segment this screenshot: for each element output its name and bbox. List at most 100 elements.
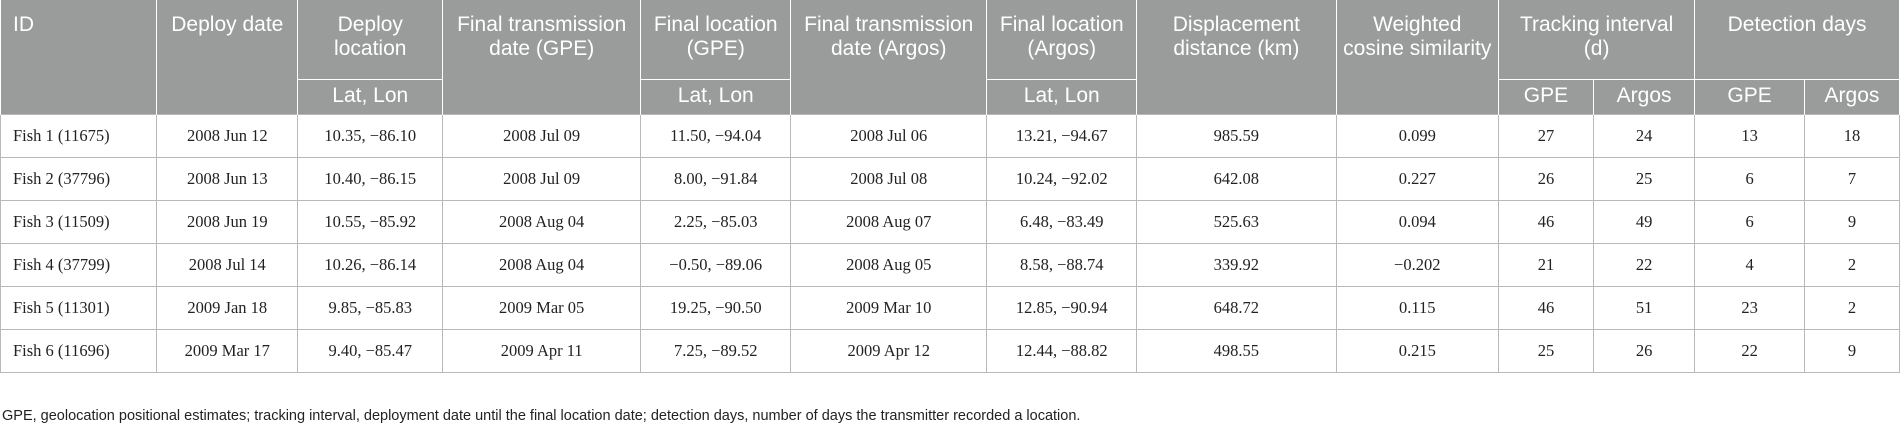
- header-displacement-distance: Displacement distance (km): [1136, 0, 1337, 115]
- table-cell: 23: [1694, 286, 1805, 330]
- subheader-argos-latlon: Lat, Lon: [986, 79, 1138, 115]
- table-cell: 26: [1592, 329, 1696, 373]
- table-body: Fish 1 (11675) 2008 Jun 12 10.35, −86.10 20…: [0, 114, 1900, 373]
- table-cell: 49: [1592, 200, 1696, 244]
- table-cell: 6.48, −83.49: [986, 200, 1138, 244]
- table-cell: 2008 Jul 06: [790, 114, 988, 158]
- table-cell: 0.094: [1335, 200, 1500, 244]
- table-cell: Fish 3 (11509): [0, 200, 158, 244]
- table-row: Fish 1 (11675) 2008 Jun 12 10.35, −86.10 20…: [0, 114, 1900, 158]
- table-cell: 4: [1694, 243, 1805, 287]
- table-row: Fish 6 (11696) 2009 Mar 17 9.40, −85.47 200…: [0, 329, 1900, 373]
- table-cell: 985.59: [1136, 114, 1337, 158]
- table-cell: 2008 Jun 12: [156, 114, 299, 158]
- table-cell: 13.21, −94.67: [986, 114, 1138, 158]
- table-cell: 2008 Jul 09: [442, 114, 642, 158]
- table-cell: 2009 Jan 18: [156, 286, 299, 330]
- table-cell: 2008 Jul 09: [442, 157, 642, 201]
- data-table: ID Deploy date Deploy location Final tra…: [0, 0, 1900, 373]
- table-cell: 46: [1498, 200, 1594, 244]
- table-cell: 339.92: [1136, 243, 1337, 287]
- table-cell: 25: [1498, 329, 1594, 373]
- table-cell: 2008 Jul 08: [790, 157, 988, 201]
- header-final-location-gpe: Final location (GPE): [640, 0, 792, 80]
- table-cell: 0.215: [1335, 329, 1500, 373]
- table-cell: 12.85, −90.94: [986, 286, 1138, 330]
- table-row: Fish 3 (11509) 2008 Jun 19 10.55, −85.92 20…: [0, 200, 1900, 244]
- table-cell: 9: [1803, 200, 1900, 244]
- header-final-transmission-gpe: Final transmission date (GPE): [442, 0, 642, 115]
- header-deploy-date: Deploy date: [156, 0, 299, 115]
- table-cell: 51: [1592, 286, 1696, 330]
- header-tracking-interval: Tracking interval (d): [1497, 0, 1696, 80]
- table-footnote: GPE, geolocation positional estimates; t…: [2, 408, 1081, 424]
- table-row: Fish 5 (11301) 2009 Jan 18 9.85, −85.83 200…: [0, 286, 1900, 330]
- subheader-detection-argos: Argos: [1803, 79, 1900, 115]
- subheader-tracking-argos: Argos: [1592, 79, 1696, 115]
- table-cell: 2008 Jul 14: [156, 243, 299, 287]
- table-cell: 8.58, −88.74: [986, 243, 1138, 287]
- table-cell: Fish 5 (11301): [0, 286, 158, 330]
- table-cell: 0.115: [1335, 286, 1500, 330]
- table-cell: −0.202: [1335, 243, 1500, 287]
- table-cell: 25: [1592, 157, 1696, 201]
- table-cell: 0.227: [1335, 157, 1500, 201]
- subheader-deploy-latlon: Lat, Lon: [297, 79, 444, 115]
- table-cell: 7.25, −89.52: [640, 329, 792, 373]
- table-cell: 9.40, −85.47: [297, 329, 444, 373]
- table-cell: 10.55, −85.92: [297, 200, 444, 244]
- table-cell: 10.40, −86.15: [297, 157, 444, 201]
- table-cell: 22: [1592, 243, 1696, 287]
- table-row: Fish 4 (37799) 2008 Jul 14 10.26, −86.14 20…: [0, 243, 1900, 287]
- table-row: Fish 2 (37796) 2008 Jun 13 10.40, −86.15 20…: [0, 157, 1900, 201]
- table-cell: 2.25, −85.03: [640, 200, 792, 244]
- table-cell: 2009 Apr 12: [790, 329, 988, 373]
- table-cell: 2008 Jun 13: [156, 157, 299, 201]
- table-cell: 13: [1694, 114, 1805, 158]
- table-cell: 9: [1803, 329, 1900, 373]
- table-cell: Fish 1 (11675): [0, 114, 158, 158]
- table-cell: 9.85, −85.83: [297, 286, 444, 330]
- table-cell: −0.50, −89.06: [640, 243, 792, 287]
- header-final-location-argos: Final location (Argos): [986, 0, 1138, 80]
- header-final-transmission-argos: Final transmission date (Argos): [790, 0, 988, 115]
- table-cell: 8.00, −91.84: [640, 157, 792, 201]
- table-cell: 6: [1694, 200, 1805, 244]
- table-cell: 24: [1592, 114, 1696, 158]
- table-cell: 2008 Aug 05: [790, 243, 988, 287]
- table-cell: 2008 Jun 19: [156, 200, 299, 244]
- table-cell: 10.24, −92.02: [986, 157, 1138, 201]
- subheader-detection-gpe: GPE: [1694, 79, 1805, 115]
- table-cell: 2008 Aug 07: [790, 200, 988, 244]
- header-id: ID: [0, 0, 158, 115]
- table-cell: 2008 Aug 04: [442, 243, 642, 287]
- table-cell: Fish 4 (37799): [0, 243, 158, 287]
- table-cell: Fish 2 (37796): [0, 157, 158, 201]
- table-cell: 26: [1498, 157, 1594, 201]
- table-cell: 21: [1498, 243, 1594, 287]
- table-cell: 10.26, −86.14: [297, 243, 444, 287]
- header-weighted-cosine: Weighted cosine similarity: [1335, 0, 1500, 115]
- subheader-tracking-gpe: GPE: [1498, 79, 1594, 115]
- table-cell: Fish 6 (11696): [0, 329, 158, 373]
- table-cell: 46: [1498, 286, 1594, 330]
- table-cell: 2009 Mar 05: [442, 286, 642, 330]
- table-cell: 498.55: [1136, 329, 1337, 373]
- table-cell: 7: [1803, 157, 1900, 201]
- table-cell: 2009 Apr 11: [442, 329, 642, 373]
- table-cell: 10.35, −86.10: [297, 114, 444, 158]
- table-cell: 2009 Mar 17: [156, 329, 299, 373]
- table-cell: 6: [1694, 157, 1805, 201]
- header-deploy-location: Deploy location: [297, 0, 444, 80]
- table-cell: 11.50, −94.04: [640, 114, 792, 158]
- table-cell: 12.44, −88.82: [986, 329, 1138, 373]
- table-cell: 648.72: [1136, 286, 1337, 330]
- table-cell: 525.63: [1136, 200, 1337, 244]
- table-cell: 2008 Aug 04: [442, 200, 642, 244]
- header-detection-days: Detection days: [1694, 0, 1900, 80]
- table-cell: 19.25, −90.50: [640, 286, 792, 330]
- subheader-row: Lat, Lon Lat, Lon Lat, Lon GPE Argos GPE…: [1, 79, 1900, 115]
- table-cell: 27: [1498, 114, 1594, 158]
- table-cell: 22: [1694, 329, 1805, 373]
- table-cell: 2: [1803, 243, 1900, 287]
